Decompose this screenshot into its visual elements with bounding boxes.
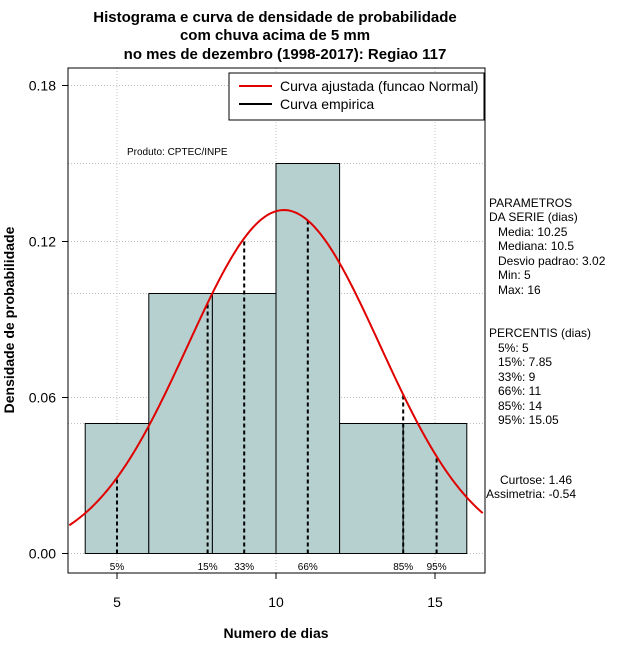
parametros-title-1: PARAMETROS [489, 196, 572, 210]
percentil-95: 95%: 15.05 [498, 413, 559, 427]
x-tick-label-10: 10 [268, 594, 284, 610]
axes: 5 10 15 0.00 0.06 0.12 0.18 [29, 67, 486, 610]
percentis-title: PERCENTIS (dias) [489, 326, 591, 340]
product-annotation: Produto: CPTEC/INPE [127, 147, 228, 158]
y-tick-label-0: 0.00 [29, 546, 56, 562]
param-mediana: Mediana: 10.5 [498, 239, 574, 253]
normal-curve-line [68, 209, 484, 527]
chart-title-line-1: Histograma e curva de densidade de proba… [93, 9, 456, 26]
percentile-label-15: 15% [198, 562, 218, 573]
percentil-33: 33%: 9 [498, 370, 536, 384]
y-tick-label-2: 0.12 [29, 234, 56, 250]
percentil-15: 15%: 7.85 [498, 355, 552, 369]
legend-box [228, 72, 485, 121]
assimetria-value: Assimetria: -0.54 [486, 487, 576, 501]
percentile-label-66: 66% [298, 562, 318, 573]
x-tick-label-5: 5 [113, 594, 121, 610]
parametros-title-2: DA SERIE (dias) [489, 210, 578, 224]
y-tick-label-1: 0.06 [29, 390, 56, 406]
histogram-bars [84, 163, 468, 554]
chart-title-line-2: com chuva acima de 5 mm [180, 27, 370, 44]
histogram-bar-6 [402, 423, 468, 554]
param-min: Min: 5 [498, 268, 531, 282]
param-desvio: Desvio padrao: 3.02 [498, 254, 606, 268]
legend-label-empirical: Curva empirica [280, 96, 374, 112]
percentile-lines: 5% 15% 33% 66% 85% 95% [110, 220, 447, 573]
chart-title-line-3: no mes de dezembro (1998-2017): Regiao 1… [124, 46, 447, 63]
x-tick-label-15: 15 [427, 594, 443, 610]
legend-label-fitted: Curva ajustada (funcao Normal) [280, 78, 478, 94]
percentile-label-85: 85% [393, 562, 413, 573]
percentile-label-5: 5% [110, 562, 125, 573]
x-axis-label: Numero de dias [223, 625, 328, 641]
param-media: Media: 10.25 [498, 225, 568, 239]
param-max: Max: 16 [498, 283, 541, 297]
legend: Curva ajustada (funcao Normal) Curva emp… [228, 72, 485, 121]
y-axis-label: Densidade de probabilidade [1, 226, 17, 413]
y-tick-label-3: 0.18 [29, 78, 56, 94]
percentile-label-33: 33% [234, 562, 254, 573]
histogram-bar-2 [148, 293, 213, 554]
percentil-5: 5%: 5 [498, 341, 529, 355]
parameters-panel: PARAMETROS DA SERIE (dias) Media: 10.25 … [486, 196, 606, 501]
percentil-66: 66%: 11 [498, 384, 541, 398]
curtose-value: Curtose: 1.46 [500, 473, 572, 487]
percentil-85: 85%: 14 [498, 399, 542, 413]
percentile-label-95: 95% [427, 562, 447, 573]
normal-curve [68, 209, 484, 527]
histogram-bar-5 [339, 423, 404, 554]
